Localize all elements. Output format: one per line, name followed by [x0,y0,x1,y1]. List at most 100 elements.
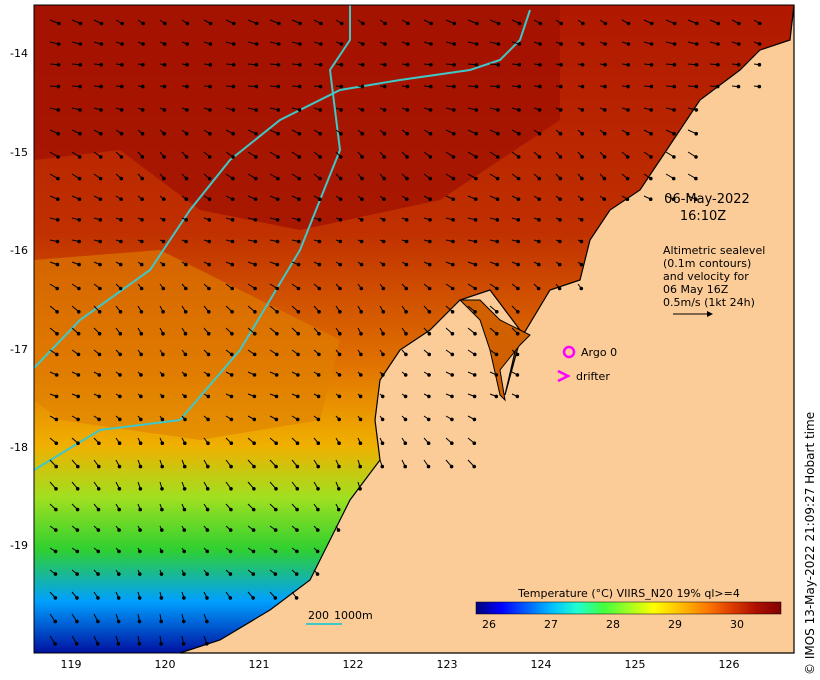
velocity-arrow-head [537,108,542,112]
velocity-arrow-head [275,286,280,291]
velocity-arrow-head [140,155,145,159]
velocity-arrow-head [426,417,431,422]
velocity-arrow-head [360,131,365,136]
y-tick-label: -15 [10,146,28,159]
velocity-arrow-head [580,62,585,67]
velocity-arrow-head [298,42,302,46]
credit-text: © IMOS 13-May-2022 21:09:27 Hobart time [803,411,817,675]
velocity-arrow-head [473,286,478,291]
velocity-arrow-head [473,352,477,357]
velocity-arrow-head [160,373,165,377]
velocity-arrow-head [516,176,521,181]
velocity-arrow-head [450,373,455,377]
velocity-arrow-head [380,441,385,446]
velocity-arrow-head [185,84,189,89]
velocity-arrow-head [318,108,323,112]
velocity-arrow-head [649,155,653,159]
velocity-arrow-head [56,84,61,89]
velocity-arrow-head [230,310,234,314]
velocity-arrow-head [473,310,477,314]
velocity-arrow-head [360,197,364,201]
velocity-arrow-head [451,262,455,267]
velocity-arrow-head [559,21,564,26]
velocity-arrow-head [450,417,454,422]
velocity-arrow-head [184,262,188,267]
velocity-arrow-head [757,84,762,89]
velocity-arrow-head [182,464,187,469]
velocity-arrow-head [207,262,211,267]
velocity-arrow-head [119,155,124,159]
velocity-arrow-head [230,262,235,267]
velocity-arrow-head [318,131,323,136]
velocity-arrow-head [139,286,144,291]
velocity-arrow-head [318,62,323,67]
velocity-arrow-head [316,373,321,377]
velocity-arrow-head [338,239,343,244]
velocity-arrow-head [161,286,166,291]
velocity-arrow-head [254,176,258,181]
velocity-arrow-head [672,21,677,26]
velocity-arrow-head [116,596,121,600]
velocity-arrow-head [317,310,321,314]
velocity-arrow-head [337,373,342,377]
velocity-arrow-head [78,62,83,67]
velocity-arrow-head [581,21,585,26]
velocity-arrow-head [139,394,143,399]
velocity-arrow-head [205,507,210,512]
velocity-arrow-head [381,310,386,314]
velocity-arrow-head [54,487,58,491]
velocity-arrow-head [450,394,454,399]
velocity-arrow-head [695,21,699,26]
velocity-arrow-head [496,42,501,46]
velocity-arrow-head [97,417,101,422]
velocity-arrow-head [382,131,387,136]
velocity-arrow-head [338,218,343,222]
velocity-arrow-head [184,176,189,181]
velocity-arrow-head [118,417,122,422]
velocity-arrow-head [276,42,281,46]
velocity-arrow-head [472,464,477,469]
velocity-arrow-head [99,21,104,26]
velocity-arrow-head [625,197,630,201]
velocity-arrow-head [626,108,630,112]
velocity-arrow-head [737,42,741,46]
velocity-arrow-head [451,131,456,136]
velocity-arrow-head [403,417,408,422]
velocity-arrow-head [649,84,654,89]
velocity-arrow-head [118,331,123,336]
velocity-arrow-head [339,62,344,67]
velocity-arrow-head [120,42,124,46]
velocity-arrow-head [208,108,212,112]
velocity-arrow-head [295,528,299,532]
velocity-arrow-head [139,352,143,357]
velocity-arrow-head [230,239,235,244]
velocity-arrow-head [737,21,741,26]
sealevel-note-line: (0.1m contours) [663,257,751,270]
velocity-arrow-head [231,62,236,67]
velocity-arrow-head [381,352,385,357]
velocity-arrow-head [428,155,433,159]
velocity-arrow-head [296,262,301,267]
velocity-arrow-head [404,218,409,222]
velocity-arrow-head [558,176,563,181]
velocity-arrow-head [427,262,432,267]
velocity-arrow-head [295,487,300,491]
velocity-arrow-head [297,197,301,201]
velocity-arrow-head [161,262,166,267]
velocity-arrow-head [427,310,432,314]
velocity-arrow-head [138,441,143,446]
velocity-arrow-head [275,218,280,222]
velocity-arrow-head [252,352,257,357]
isobath-label-200: 200 [308,609,329,622]
velocity-arrow-head [474,176,478,181]
velocity-arrow-head [337,441,341,446]
isobath-200m [33,9,531,369]
velocity-arrow-head [75,619,79,624]
velocity-arrow-head [208,131,212,136]
velocity-arrow-head [97,310,102,314]
velocity-arrow-head [54,373,59,377]
velocity-arrow-head [119,131,124,136]
velocity-arrow-head [451,176,456,181]
y-tick-label: -19 [10,539,28,552]
velocity-arrow-head [403,394,408,399]
